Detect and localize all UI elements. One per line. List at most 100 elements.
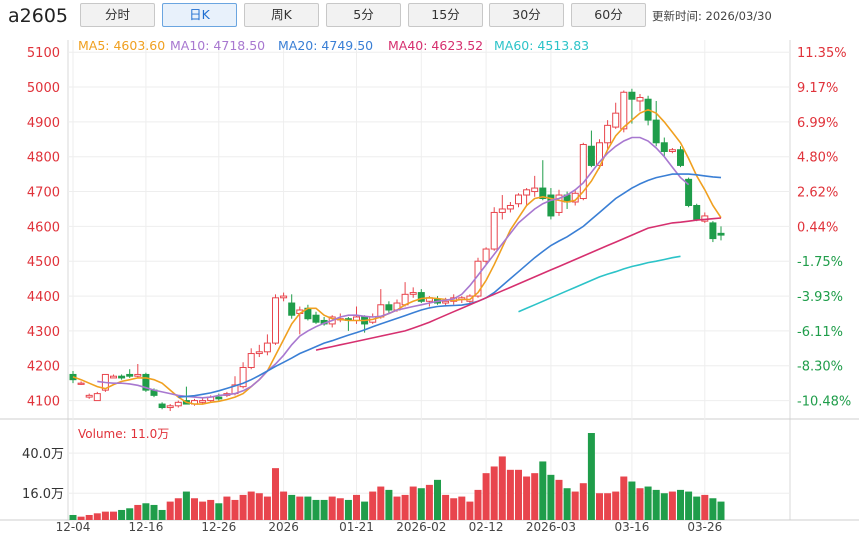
volume-bar bbox=[280, 491, 288, 520]
volume-bar bbox=[515, 469, 522, 520]
candle-body bbox=[77, 382, 85, 385]
percent-tick-label: -1.75% bbox=[797, 255, 843, 270]
candle-body bbox=[199, 400, 207, 403]
contract-symbol: a2605 bbox=[8, 5, 68, 27]
tab-60min[interactable]: 60分 bbox=[571, 3, 646, 27]
volume-bar bbox=[150, 504, 158, 520]
candle-body bbox=[604, 124, 612, 144]
candle-body bbox=[579, 144, 587, 200]
percent-tick-label: 11.35% bbox=[797, 46, 847, 61]
volume-bar bbox=[110, 511, 117, 520]
volume-bar bbox=[158, 509, 166, 520]
volume-bar bbox=[304, 496, 312, 520]
ma20-line bbox=[178, 173, 722, 398]
volume-bar bbox=[77, 516, 85, 520]
tab-30min[interactable]: 30分 bbox=[489, 3, 564, 27]
candle-body bbox=[247, 353, 255, 368]
candle-body bbox=[93, 393, 101, 402]
candle-body bbox=[442, 300, 450, 304]
volume-bar bbox=[474, 489, 482, 520]
candle-body bbox=[693, 204, 701, 220]
percent-tick-label: -3.93% bbox=[797, 290, 843, 305]
toolbar: a2605 分时 日K 周K 5分 15分 30分 60分 更新时间: 2026… bbox=[0, 0, 859, 34]
volume-bar bbox=[555, 479, 563, 520]
volume-bar bbox=[652, 489, 660, 520]
candle-body bbox=[134, 373, 142, 377]
date-tick-label: 2026-03 bbox=[526, 520, 576, 533]
tab-weekly-k[interactable]: 周K bbox=[244, 3, 319, 27]
candle-body bbox=[612, 112, 620, 128]
candle-body bbox=[239, 366, 247, 388]
price-tick-label: 4200 bbox=[27, 360, 60, 375]
volume-bar bbox=[409, 486, 417, 520]
candle-body bbox=[158, 403, 166, 409]
price-tick-label: 4500 bbox=[27, 255, 60, 270]
volume-bar bbox=[199, 501, 207, 520]
ma20-legend: MA20: 4749.50 bbox=[278, 38, 373, 53]
volume-bars bbox=[69, 433, 725, 520]
date-tick-label: 02-12 bbox=[469, 520, 504, 533]
volume-bar bbox=[636, 488, 644, 520]
volume-bar bbox=[385, 489, 393, 520]
date-tick-label: 12-26 bbox=[201, 520, 236, 533]
candle-body bbox=[255, 351, 263, 355]
volume-tick-label: 40.0万 bbox=[22, 447, 64, 462]
volume-bar bbox=[231, 499, 239, 520]
tab-15min[interactable]: 15分 bbox=[408, 3, 483, 27]
volume-bar bbox=[482, 473, 490, 520]
candle-body bbox=[506, 204, 514, 210]
tab-daily-k[interactable]: 日K bbox=[162, 3, 237, 27]
candle-body bbox=[280, 295, 288, 299]
candle-body bbox=[531, 187, 539, 193]
volume-bar bbox=[498, 456, 506, 520]
candle-body bbox=[709, 222, 717, 240]
volume-bar bbox=[142, 503, 150, 520]
volume-bar bbox=[336, 498, 344, 520]
date-tick-label: 12-04 bbox=[56, 520, 91, 533]
volume-bar bbox=[579, 483, 587, 520]
volume-bar bbox=[612, 491, 620, 520]
volume-bar bbox=[272, 468, 279, 520]
price-tick-label: 5100 bbox=[27, 46, 60, 61]
volume-bar bbox=[620, 476, 628, 520]
volume-bar bbox=[628, 481, 636, 520]
volume-bar bbox=[466, 501, 474, 520]
candle-body bbox=[620, 91, 628, 130]
candle-body bbox=[668, 149, 676, 152]
candle-body bbox=[215, 396, 223, 400]
volume-bar bbox=[587, 433, 595, 520]
chart-background bbox=[0, 34, 859, 533]
percent-tick-label: -10.48% bbox=[797, 395, 851, 410]
volume-bar bbox=[425, 484, 433, 520]
candle-body bbox=[166, 405, 174, 409]
volume-bar bbox=[288, 494, 296, 520]
volume-bar bbox=[191, 498, 198, 520]
candle-body bbox=[126, 373, 134, 377]
volume-bar bbox=[523, 476, 531, 520]
volume-bar bbox=[401, 494, 409, 520]
volume-bar bbox=[182, 491, 190, 520]
volume-bar bbox=[328, 496, 336, 520]
percent-tick-label: 9.17% bbox=[797, 81, 838, 96]
tab-timeshare[interactable]: 分时 bbox=[80, 3, 155, 27]
ma40-legend: MA40: 4623.52 bbox=[388, 38, 483, 53]
volume-bar bbox=[166, 501, 174, 520]
volume-bar bbox=[547, 474, 555, 520]
volume-bar bbox=[709, 498, 717, 520]
price-tick-label: 4700 bbox=[27, 186, 60, 201]
volume-bar bbox=[563, 488, 571, 520]
volume-bar bbox=[93, 513, 101, 520]
candle-body bbox=[636, 96, 644, 102]
percent-tick-label: 6.99% bbox=[797, 116, 838, 131]
volume-bar bbox=[223, 496, 231, 520]
volume-bar bbox=[312, 499, 320, 520]
volume-bar bbox=[134, 504, 142, 520]
volume-tick-label: 16.0万 bbox=[22, 487, 64, 502]
candle-body bbox=[628, 91, 636, 100]
volume-bar bbox=[215, 503, 223, 520]
tab-5min[interactable]: 5分 bbox=[326, 3, 401, 27]
date-tick-label: 03-16 bbox=[614, 520, 649, 533]
ma10-line bbox=[97, 136, 690, 399]
candle-body bbox=[547, 194, 555, 217]
